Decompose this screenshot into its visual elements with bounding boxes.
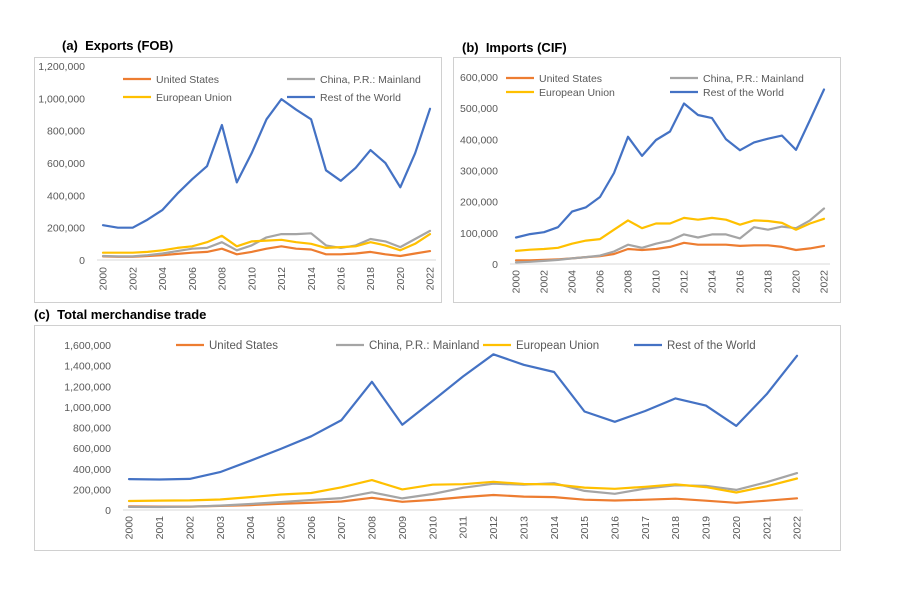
panel-b-y-tick-label: 300,000 [460,166,498,178]
panel-b-x-tick-label: 2018 [763,270,775,294]
panel-a-y-tick-label: 600,000 [47,158,85,170]
panel-c-y-tick-label: 1,200,000 [64,381,111,393]
panel-b-x-tick-label: 2002 [539,270,551,294]
panel-c-x-tick-label: 2016 [609,516,621,540]
panel-b-x-tick-label: 2006 [595,270,607,294]
panel-c-frame [34,325,841,551]
panel-c-x-tick-label: 2009 [397,516,409,540]
panel-a-y-tick-label: 400,000 [47,190,85,202]
panel-a-x-tick-label: 2012 [276,267,288,291]
panel-a-x-tick-label: 2004 [157,267,169,291]
panel-a-y-tick-label: 1,000,000 [38,93,85,105]
panel-a-x-tick-label: 2000 [98,267,110,291]
panel-b-x-tick-label: 2016 [735,270,747,294]
panel-b-x-tick-label: 2022 [819,270,831,294]
panel-c-title: (c) Total merchandise trade [34,307,207,322]
panel-c-x-tick-label: 2013 [518,516,530,540]
panel-a-y-tick-label: 1,200,000 [38,61,85,73]
panel-b-y-tick-label: 0 [492,259,498,271]
panel-c-legend-label: China, P.R.: Mainland [369,340,479,352]
panel-a-legend-label: China, P.R.: Mainland [320,74,421,86]
panel-a-series-line [101,229,432,258]
panel-c-series-line [127,353,799,481]
panel-a-x-tick-label: 2018 [365,267,377,291]
panel-a-x-tick-label: 2020 [395,267,407,291]
panel-a-frame [34,57,442,303]
panel-c-y-tick-label: 800,000 [73,423,111,435]
panel-a-x-tick-label: 2010 [246,267,258,291]
panel-a-y-tick-label: 200,000 [47,223,85,235]
panel-a-series-line [101,97,432,229]
panel-c-x-tick-label: 2003 [215,516,227,540]
panel-b-x-tick-label: 2010 [651,270,663,294]
panel-a-title: (a) Exports (FOB) [62,38,174,53]
panel-a-x-tick-label: 2016 [335,267,347,291]
panel-c-x-tick-label: 2004 [245,516,257,540]
panel-c-y-tick-label: 0 [105,505,111,517]
panel-c-x-tick-label: 2015 [579,516,591,540]
panel-a-x-tick-label: 2022 [425,267,437,291]
panel-a-x-tick-label: 2006 [187,267,199,291]
panel-a-y-tick-label: 0 [79,255,85,267]
panel-c-y-tick-label: 1,600,000 [64,340,111,352]
panel-b-x-tick-label: 2020 [791,270,803,294]
panel-c-y-tick-label: 400,000 [73,464,111,476]
panel-c-legend-label: Rest of the World [667,340,756,352]
panel-a-x-tick-label: 2002 [127,267,139,291]
panel-b-y-tick-label: 200,000 [460,197,498,209]
panel-b-legend-label: European Union [539,87,615,99]
panel-c-x-tick-label: 2019 [701,516,713,540]
panel-c-series-line [127,472,799,509]
panel-c-x-tick-label: 2021 [761,516,773,540]
panel-b-y-tick-label: 500,000 [460,103,498,115]
panel-b-x-tick-label: 2012 [679,270,691,294]
panel-c-x-tick-label: 2001 [154,516,166,540]
panel-b-x-tick-label: 2008 [623,270,635,294]
panel-c-x-tick-label: 2011 [458,516,470,539]
panel-b-x-tick-label: 2004 [567,270,579,294]
panel-c-x-tick-label: 2006 [306,516,318,540]
panel-b-series-line [514,88,826,239]
panel-c-x-tick-label: 2005 [275,516,287,540]
panel-c-y-tick-label: 1,400,000 [64,361,111,373]
panel-c-y-tick-label: 1,000,000 [64,402,111,414]
panel-c-x-tick-label: 2022 [792,516,804,540]
panel-c-x-tick-label: 2014 [549,516,561,540]
panel-a-y-tick-label: 800,000 [47,126,85,138]
panel-b-y-tick-label: 600,000 [460,72,498,84]
panel-c-x-tick-label: 2008 [367,516,379,540]
panel-b-x-tick-label: 2014 [707,270,719,294]
panel-c-x-tick-label: 2020 [731,516,743,540]
panel-b-legend-label: United States [539,73,602,85]
panel-c-series-line [127,477,799,503]
panel-a-legend-label: Rest of the World [320,92,401,104]
panel-c-y-tick-label: 600,000 [73,443,111,455]
panel-b-y-tick-label: 400,000 [460,134,498,146]
panel-c-x-tick-label: 2007 [336,516,348,540]
panel-b-frame [453,57,841,303]
panel-c-legend-label: United States [209,340,278,352]
panel-c-x-tick-label: 2012 [488,516,500,540]
panel-c-x-tick-label: 2002 [184,516,196,540]
panel-a-legend-label: United States [156,74,219,86]
panel-a-x-tick-label: 2008 [217,267,229,291]
panel-a-series-line [101,233,432,254]
panel-c-x-tick-label: 2000 [124,516,136,540]
panel-a-series-line [101,245,432,258]
panel-b-series-line [514,216,826,252]
panel-b-series-line [514,207,826,264]
panel-b-title: (b) Imports (CIF) [462,40,567,55]
panel-b-legend-label: China, P.R.: Mainland [703,73,804,85]
panel-b-y-tick-label: 100,000 [460,228,498,240]
panel-a-x-tick-label: 2014 [306,267,318,291]
panel-c-x-tick-label: 2018 [670,516,682,540]
panel-c-x-tick-label: 2017 [640,516,652,540]
panel-c-y-tick-label: 200,000 [73,484,111,496]
panel-b-x-tick-label: 2000 [511,270,523,294]
panel-b-legend-label: Rest of the World [703,87,784,99]
panel-c-x-tick-label: 2010 [427,516,439,540]
panel-a-legend-label: European Union [156,92,232,104]
panel-c-legend-label: European Union [516,340,599,352]
